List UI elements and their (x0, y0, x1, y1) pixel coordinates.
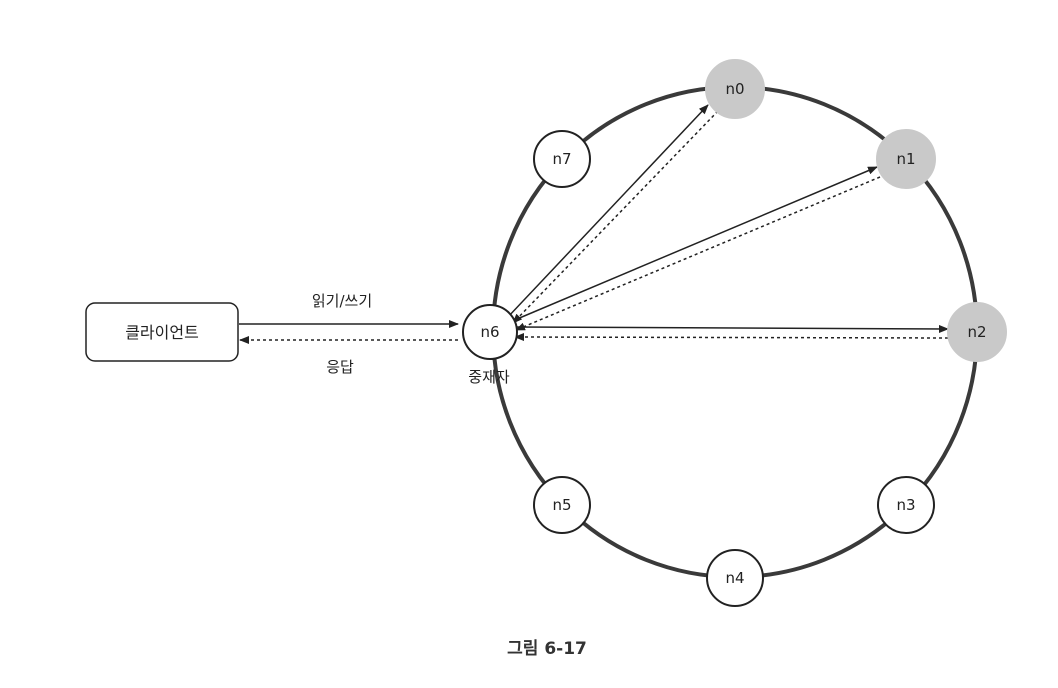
write-arrow-n2 (513, 324, 949, 333)
client-box: 클라이언트 (85, 302, 239, 362)
node-label: n3 (896, 496, 915, 514)
client-label: 클라이언트 (125, 323, 199, 342)
figure-caption: 그림 6-17 (507, 639, 587, 659)
node-n2: n2 (947, 302, 1007, 362)
ack-arrow-n1 (515, 176, 881, 331)
node-n4: n4 (706, 549, 764, 607)
write-arrow-n0 (506, 104, 709, 319)
coordinator-label: 중재자 (468, 368, 510, 386)
node-label: n5 (552, 496, 571, 514)
node-label: n0 (725, 80, 744, 98)
write-arrow-n1 (509, 166, 878, 323)
ack-arrow-n0 (512, 110, 719, 324)
node-label: n7 (552, 150, 571, 168)
node-label: n2 (967, 323, 986, 341)
ack-arrow-n2 (514, 333, 949, 342)
request-label: 읽기/쓰기 (312, 292, 372, 310)
node-n1: n1 (876, 129, 936, 189)
node-label: n4 (725, 569, 744, 587)
node-n7: n7 (533, 130, 591, 188)
node-n0: n0 (705, 59, 765, 119)
response-label: 응답 (326, 358, 354, 376)
node-label: n1 (896, 150, 915, 168)
node-n5: n5 (533, 476, 591, 534)
node-n6: n6 (462, 304, 518, 360)
node-label: n6 (480, 323, 499, 341)
node-n3: n3 (877, 476, 935, 534)
